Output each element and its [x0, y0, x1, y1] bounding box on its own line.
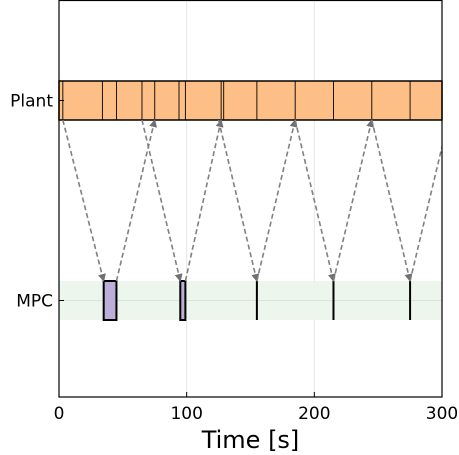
x-tick-label-0: 0: [54, 404, 65, 424]
plant-row: [58, 80, 443, 121]
arrows-layer: [62, 119, 442, 282]
mpc-block-1: [179, 280, 187, 321]
x-axis-ticks: 0 100 200 300: [54, 392, 458, 424]
arrow-2: [141, 119, 183, 282]
arrow-8: [371, 119, 413, 282]
row-labels: Plant MPC: [10, 92, 64, 312]
arrow-0: [62, 119, 106, 282]
arrow-7: [332, 119, 375, 282]
x-tick-label-3: 300: [426, 404, 458, 424]
x-tick-label-2: 200: [298, 404, 330, 424]
grid-layer: [58, 0, 443, 397]
row-label-mpc: MPC: [16, 292, 53, 312]
arrow-9: [409, 143, 442, 282]
plot-frame: [58, 0, 443, 398]
plot-border: [58, 0, 443, 398]
x-tick-label-1: 100: [170, 404, 202, 424]
arrow-3: [184, 119, 224, 282]
arrow-5: [256, 119, 298, 282]
mpc-row: [59, 280, 442, 321]
mpc-block-0: [102, 280, 118, 321]
row-label-plant: Plant: [10, 92, 53, 112]
arrow-4: [217, 119, 260, 282]
arrow-1: [115, 119, 158, 282]
arrow-6: [294, 119, 336, 282]
x-axis-label: Time [s]: [201, 426, 300, 454]
